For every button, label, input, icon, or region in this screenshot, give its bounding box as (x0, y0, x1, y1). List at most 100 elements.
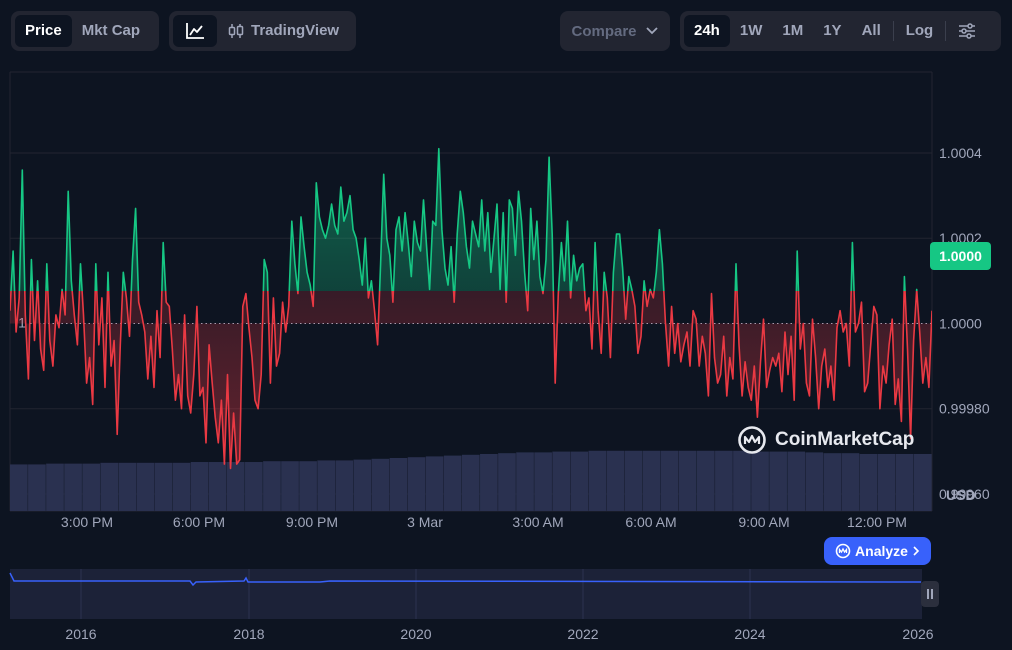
analyze-label: Analyze (855, 543, 908, 559)
x-tick-label: 6:00 AM (625, 514, 676, 530)
range-1y[interactable]: 1Y (823, 22, 842, 39)
price-line (10, 147, 932, 470)
chevron-right-icon (913, 546, 920, 556)
current-price-label: 1.0000 (930, 242, 991, 270)
tradingview-button[interactable]: TradingView (217, 15, 349, 47)
volume-bar (769, 451, 787, 511)
range-1w[interactable]: 1W (739, 22, 763, 39)
range-all[interactable]: All (861, 22, 881, 39)
currency-label: USD (946, 487, 976, 503)
volume-bars (10, 450, 932, 511)
volume-bar (841, 453, 860, 511)
volume-bar (715, 450, 733, 511)
coinmarketcap-logo-icon (738, 426, 766, 454)
volume-bar (461, 454, 480, 511)
volume-bar (660, 450, 679, 511)
divider (945, 21, 947, 41)
range-toggle: 24h 1W 1M 1Y All Log (680, 11, 1001, 51)
range-24h[interactable]: 24h (684, 15, 730, 47)
volume-bar (480, 453, 498, 511)
tradingview-label: TradingView (251, 22, 340, 39)
volume-bar (534, 452, 552, 511)
x-tick-label: 9:00 PM (286, 514, 338, 530)
overview-tick-label: 2024 (734, 626, 765, 642)
coinmarketcap-watermark: CoinMarketCap (737, 425, 914, 455)
volume-bar (154, 462, 173, 511)
x-tick-label: 12:00 PM (847, 514, 907, 530)
y-tick-label: 1.0000 (939, 315, 982, 331)
volume-bar (606, 450, 625, 511)
analyze-button[interactable]: Analyze (824, 537, 931, 565)
volume-bar (190, 462, 209, 511)
navigator-handle[interactable] (921, 581, 939, 607)
volume-bar (389, 458, 408, 511)
x-tick-label: 3:00 AM (512, 514, 563, 530)
volume-bar (335, 460, 354, 511)
price-line-down (10, 291, 932, 470)
overview-tick-label: 2018 (233, 626, 264, 642)
chart-toolbar: Price Mkt Cap TradingView Compare 24h (0, 11, 1012, 51)
overview-tick-label: 2020 (400, 626, 431, 642)
log-toggle[interactable]: Log (905, 22, 934, 39)
x-tick-label: 6:00 PM (173, 514, 225, 530)
sliders-icon (959, 23, 976, 39)
overview-tick-label: 2022 (567, 626, 598, 642)
x-tick-label: 3 Mar (407, 514, 443, 530)
candlestick-icon (228, 24, 244, 38)
volume-bar (46, 463, 64, 511)
tab-price[interactable]: Price (15, 15, 72, 47)
volume-bar (678, 450, 697, 511)
view-toggle: Price Mkt Cap (11, 11, 159, 51)
volume-bar (498, 453, 516, 511)
volume-bar (263, 461, 281, 511)
volume-bar (407, 457, 426, 511)
volume-bar (877, 453, 896, 511)
volume-bar (805, 452, 824, 511)
volume-bar (353, 459, 372, 511)
volume-bar (733, 450, 751, 511)
volume-bar (28, 464, 46, 511)
volume-bar (787, 451, 806, 511)
volume-bar (118, 462, 137, 511)
volume-bar (172, 462, 191, 511)
pause-icon (927, 589, 933, 599)
analyze-logo-icon (835, 543, 851, 559)
volume-bar (443, 455, 462, 511)
volume-bar (226, 462, 245, 511)
settings-button[interactable] (948, 15, 986, 47)
compare-label: Compare (571, 22, 637, 40)
line-chart-button[interactable] (173, 15, 217, 47)
tab-mkt-cap[interactable]: Mkt Cap (81, 22, 141, 39)
chart-type-toggle: TradingView (169, 11, 356, 51)
line-chart-icon (186, 23, 204, 39)
volume-bar (696, 450, 715, 511)
y-tick-label: 0.99980 (939, 401, 990, 417)
overview-tick-label: 2016 (65, 626, 96, 642)
volume-bar (588, 450, 607, 511)
chevron-down-icon (645, 27, 658, 35)
volume-bar (570, 451, 589, 511)
price-area-fill (10, 148, 932, 469)
volume-bar (823, 453, 842, 511)
range-1m[interactable]: 1M (782, 22, 804, 39)
overview-navigator[interactable]: 2016 2018 2020 2022 2024 2026 (9, 569, 934, 642)
compare-dropdown[interactable]: Compare (560, 11, 670, 51)
volume-bar (317, 460, 336, 511)
volume-bar (895, 453, 914, 511)
overview-tick-label: 2026 (902, 626, 933, 642)
x-tick-label: 3:00 PM (61, 514, 113, 530)
watermark-text: CoinMarketCap (775, 429, 915, 450)
volume-bar (299, 461, 317, 511)
volume-bar (859, 453, 878, 511)
navigator-line (9, 572, 922, 587)
volume-bar (913, 453, 932, 511)
navigator-window (10, 569, 922, 619)
x-axis: 3:00 PM 6:00 PM 9:00 PM 3 Mar 3:00 AM 6:00 AM… (61, 514, 907, 530)
volume-bar (245, 462, 263, 511)
down-area (10, 291, 932, 469)
volume-bar (208, 462, 227, 511)
volume-bar (425, 456, 444, 511)
volume-bar (281, 461, 299, 511)
